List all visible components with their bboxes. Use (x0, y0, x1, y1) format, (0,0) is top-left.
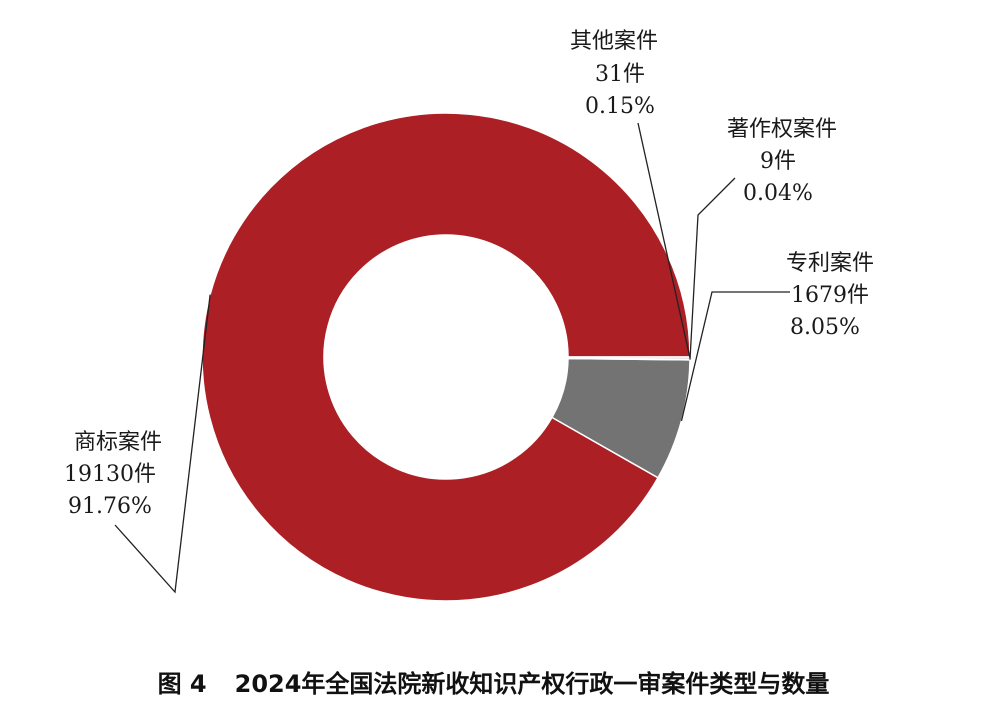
slice-count-copyright: 9件 (760, 149, 796, 174)
slice-count-patent: 1679件 (791, 283, 869, 308)
slice-label-patent: 专利案件 (786, 251, 874, 276)
leader-line-copyright (689, 177, 736, 360)
leader-line-patent (680, 291, 790, 422)
slice-count-trademark: 19130件 (64, 462, 156, 487)
slice-percent-patent: 8.05% (790, 315, 860, 340)
chart-title: 2024年全国法院新收知识产权行政一审案件类型与数量 (234, 670, 830, 698)
slice-trademark (201, 112, 691, 602)
slices-layer (201, 112, 691, 602)
slice-percent-copyright: 0.04% (743, 181, 813, 206)
donut-chart: 其他案件 31件 0.15% 著作权案件 9件 0.04% 专利案件 1679件… (64, 29, 874, 602)
chart-caption: 图 4 2024年全国法院新收知识产权行政一审案件类型与数量 (0, 664, 987, 699)
slice-label-copyright: 著作权案件 (727, 117, 837, 142)
figure-number: 图 4 (157, 670, 207, 698)
leader-line-other (637, 122, 691, 359)
slice-count-other: 31件 (595, 62, 645, 87)
slice-other (567, 356, 691, 361)
slice-label-trademark: 商标案件 (74, 430, 162, 455)
leader-lines (114, 122, 790, 594)
leader-line-trademark (114, 294, 211, 594)
slice-label-other: 其他案件 (570, 29, 658, 54)
slice-percent-other: 0.15% (585, 94, 655, 119)
slice-percent-trademark: 91.76% (68, 494, 152, 519)
